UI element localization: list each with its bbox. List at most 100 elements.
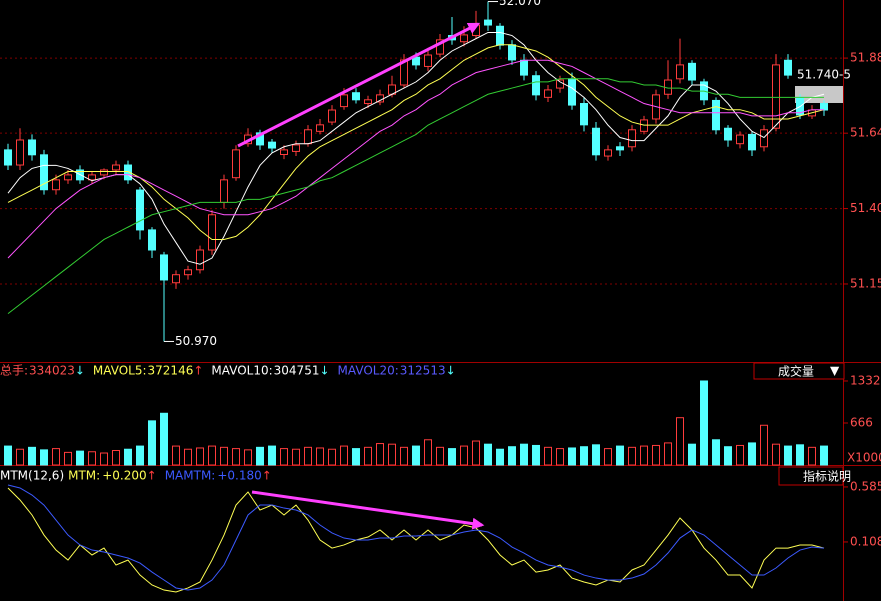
candle-body — [364, 99, 372, 105]
y-tick-label: 666 — [850, 415, 873, 429]
candle-body — [616, 146, 624, 151]
volume-bar — [712, 439, 720, 466]
volume-bar — [376, 443, 384, 466]
candle-body — [28, 139, 36, 156]
volume-bar — [184, 448, 192, 466]
volume-bar — [316, 447, 324, 466]
annotation-label: 52.070 — [499, 0, 541, 8]
volume-bar — [40, 449, 48, 466]
volume-bar — [328, 448, 336, 466]
legend-text: 372146 — [148, 364, 194, 378]
candle-body — [172, 274, 180, 284]
volume-bar — [808, 446, 816, 466]
volume-bar — [820, 445, 828, 466]
volume-bar — [388, 443, 396, 466]
y-tick-label: 51.644 — [850, 126, 881, 140]
legend-text: MTM(12,6) — [0, 469, 64, 483]
volume-bar — [352, 448, 360, 466]
candle-body — [736, 134, 744, 145]
legend-text: +0.180 — [217, 469, 261, 483]
button-label[interactable]: 成交量 — [778, 364, 814, 379]
legend-text: 总手: — [0, 364, 28, 378]
volume-bar — [424, 439, 432, 466]
candle-body — [508, 44, 516, 61]
candle-body — [568, 78, 576, 106]
candle-body — [688, 62, 696, 81]
candle-body — [100, 169, 108, 176]
legend-text: MAVOL20: — [338, 364, 399, 378]
button[interactable] — [778, 466, 844, 486]
volume-bar — [124, 448, 132, 466]
ma-line — [7, 59, 824, 259]
volume-bar — [676, 417, 684, 466]
volume-bar — [76, 450, 84, 466]
volume-bar — [568, 447, 576, 466]
last-price-label: 51.740-5 — [797, 68, 851, 82]
candle-body — [196, 249, 204, 271]
volume-bar — [544, 446, 552, 466]
volume-bar — [772, 443, 780, 466]
candle-body — [676, 64, 684, 80]
ma-line — [7, 44, 825, 240]
volume-bar — [484, 443, 492, 466]
trend-arrow — [237, 22, 481, 148]
button-arrow[interactable]: ▼ — [830, 364, 840, 378]
volume-bar — [592, 444, 600, 466]
y-tick-label: 0.585 — [850, 479, 881, 493]
candle-body — [436, 39, 444, 55]
legend-text: MAVOL10: — [211, 364, 272, 378]
volume-bar — [436, 446, 444, 466]
volume-bar — [100, 452, 108, 466]
volume-bar — [304, 446, 312, 466]
candle-body — [88, 174, 96, 181]
volume-bar — [616, 445, 624, 466]
volume-bar — [256, 446, 264, 466]
candle-body — [52, 179, 60, 191]
annotation-label: 50.970 — [175, 334, 217, 348]
candle-body — [112, 164, 120, 171]
candle-body — [772, 64, 780, 129]
candle-body — [16, 139, 24, 166]
volume-bar — [640, 445, 648, 466]
legend-text: ↑ — [262, 469, 272, 483]
legend-text: ↓ — [75, 364, 85, 378]
candle-body — [40, 154, 48, 191]
volume-bar — [664, 442, 672, 466]
volume-bar — [784, 445, 792, 466]
volume-bar — [496, 448, 504, 466]
volume-bar — [412, 445, 420, 466]
volume-bar — [112, 449, 120, 466]
volume-bar — [4, 445, 12, 466]
candle-body — [592, 127, 600, 156]
candle-body — [484, 19, 492, 26]
legend-text: +0.200 — [102, 469, 146, 483]
button-label[interactable]: 指标说明 — [803, 469, 851, 484]
candle-body — [820, 103, 828, 111]
volume-bar — [340, 445, 348, 466]
y-tick-label: 1332 — [850, 373, 881, 387]
volume-bar — [292, 448, 300, 466]
candle-body — [604, 149, 612, 157]
volume-bar — [16, 448, 24, 466]
volume-bar — [688, 443, 696, 466]
candle-body — [328, 109, 336, 123]
volume-bar — [508, 446, 516, 466]
candle-body — [460, 34, 468, 43]
volume-bar — [724, 446, 732, 466]
candle-body — [352, 92, 360, 101]
candle-body — [316, 124, 324, 132]
candle-body — [4, 149, 12, 166]
candle-body — [220, 179, 228, 203]
candle-body — [256, 132, 264, 146]
candle-body — [148, 229, 156, 251]
volume-bar — [652, 444, 660, 466]
volume-bar — [520, 443, 528, 466]
volume-bar — [64, 451, 72, 466]
candle-body — [304, 129, 312, 145]
button[interactable] — [753, 362, 845, 380]
y-tick-label: 51.887 — [850, 51, 881, 65]
candle-body — [520, 59, 528, 76]
